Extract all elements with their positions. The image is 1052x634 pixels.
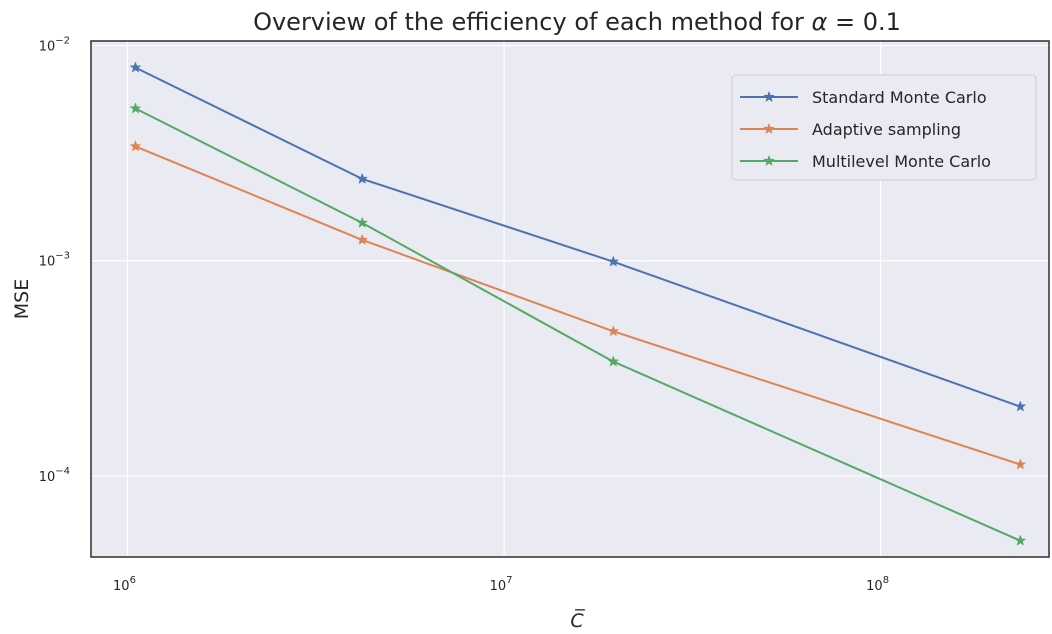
series-line	[135, 107, 1021, 542]
x-tick-label: 106	[113, 575, 136, 594]
series-layer	[129, 61, 1027, 546]
data-point	[607, 255, 620, 267]
x-tick-label: 107	[490, 575, 513, 594]
data-point	[129, 61, 142, 73]
series-line	[135, 66, 1021, 408]
chart-title: Overview of the efficiency of each metho…	[253, 8, 901, 36]
series-line	[135, 145, 1021, 466]
legend-marker	[763, 154, 775, 167]
data-point	[129, 140, 142, 152]
series-0	[129, 61, 1027, 412]
legend-marker	[763, 90, 775, 103]
data-point	[356, 216, 369, 228]
y-tick-label: 10−4	[39, 466, 70, 485]
data-point	[607, 355, 620, 367]
x-tick-label: 108	[866, 575, 889, 594]
data-point	[356, 233, 369, 245]
legend-label: Adaptive sampling	[812, 120, 961, 139]
data-point	[1014, 458, 1027, 470]
data-point	[1014, 400, 1027, 412]
y-axis-label: MSE	[11, 279, 33, 319]
plot-frame	[90, 40, 1050, 558]
data-point	[607, 325, 620, 337]
x-axis-label: C̅	[570, 608, 585, 632]
series-1	[129, 140, 1027, 470]
tick-labels: 106 107 108 10−2 10−3 10−4	[39, 36, 889, 594]
legend-label: Multilevel Monte Carlo	[812, 152, 991, 171]
legend-box	[731, 74, 1037, 181]
data-point	[1014, 534, 1027, 546]
data-point	[356, 172, 369, 184]
y-tick-label: 10−2	[39, 36, 70, 55]
legend: Standard Monte Carlo Adaptive sampling Mul…	[731, 74, 1037, 181]
legend-label: Standard Monte Carlo	[812, 88, 987, 107]
legend-marker	[763, 122, 775, 135]
series-2	[129, 102, 1027, 546]
y-tick-label: 10−3	[39, 251, 70, 270]
data-point	[129, 102, 142, 114]
